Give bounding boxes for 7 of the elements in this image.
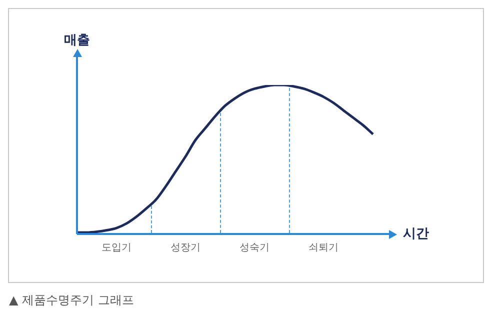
x-tick-label: 성장기 (170, 242, 201, 254)
text: ▲ 제품수명주기 그래프 (9, 292, 134, 309)
y-axis-title: 매출 (64, 32, 90, 48)
x-tick-label: 도입기 (101, 242, 132, 254)
x-axis-title: 시간 (403, 226, 429, 242)
x-tick-label: 쇠퇴기 (308, 242, 339, 254)
x-tick-label: 성숙기 (240, 242, 270, 254)
